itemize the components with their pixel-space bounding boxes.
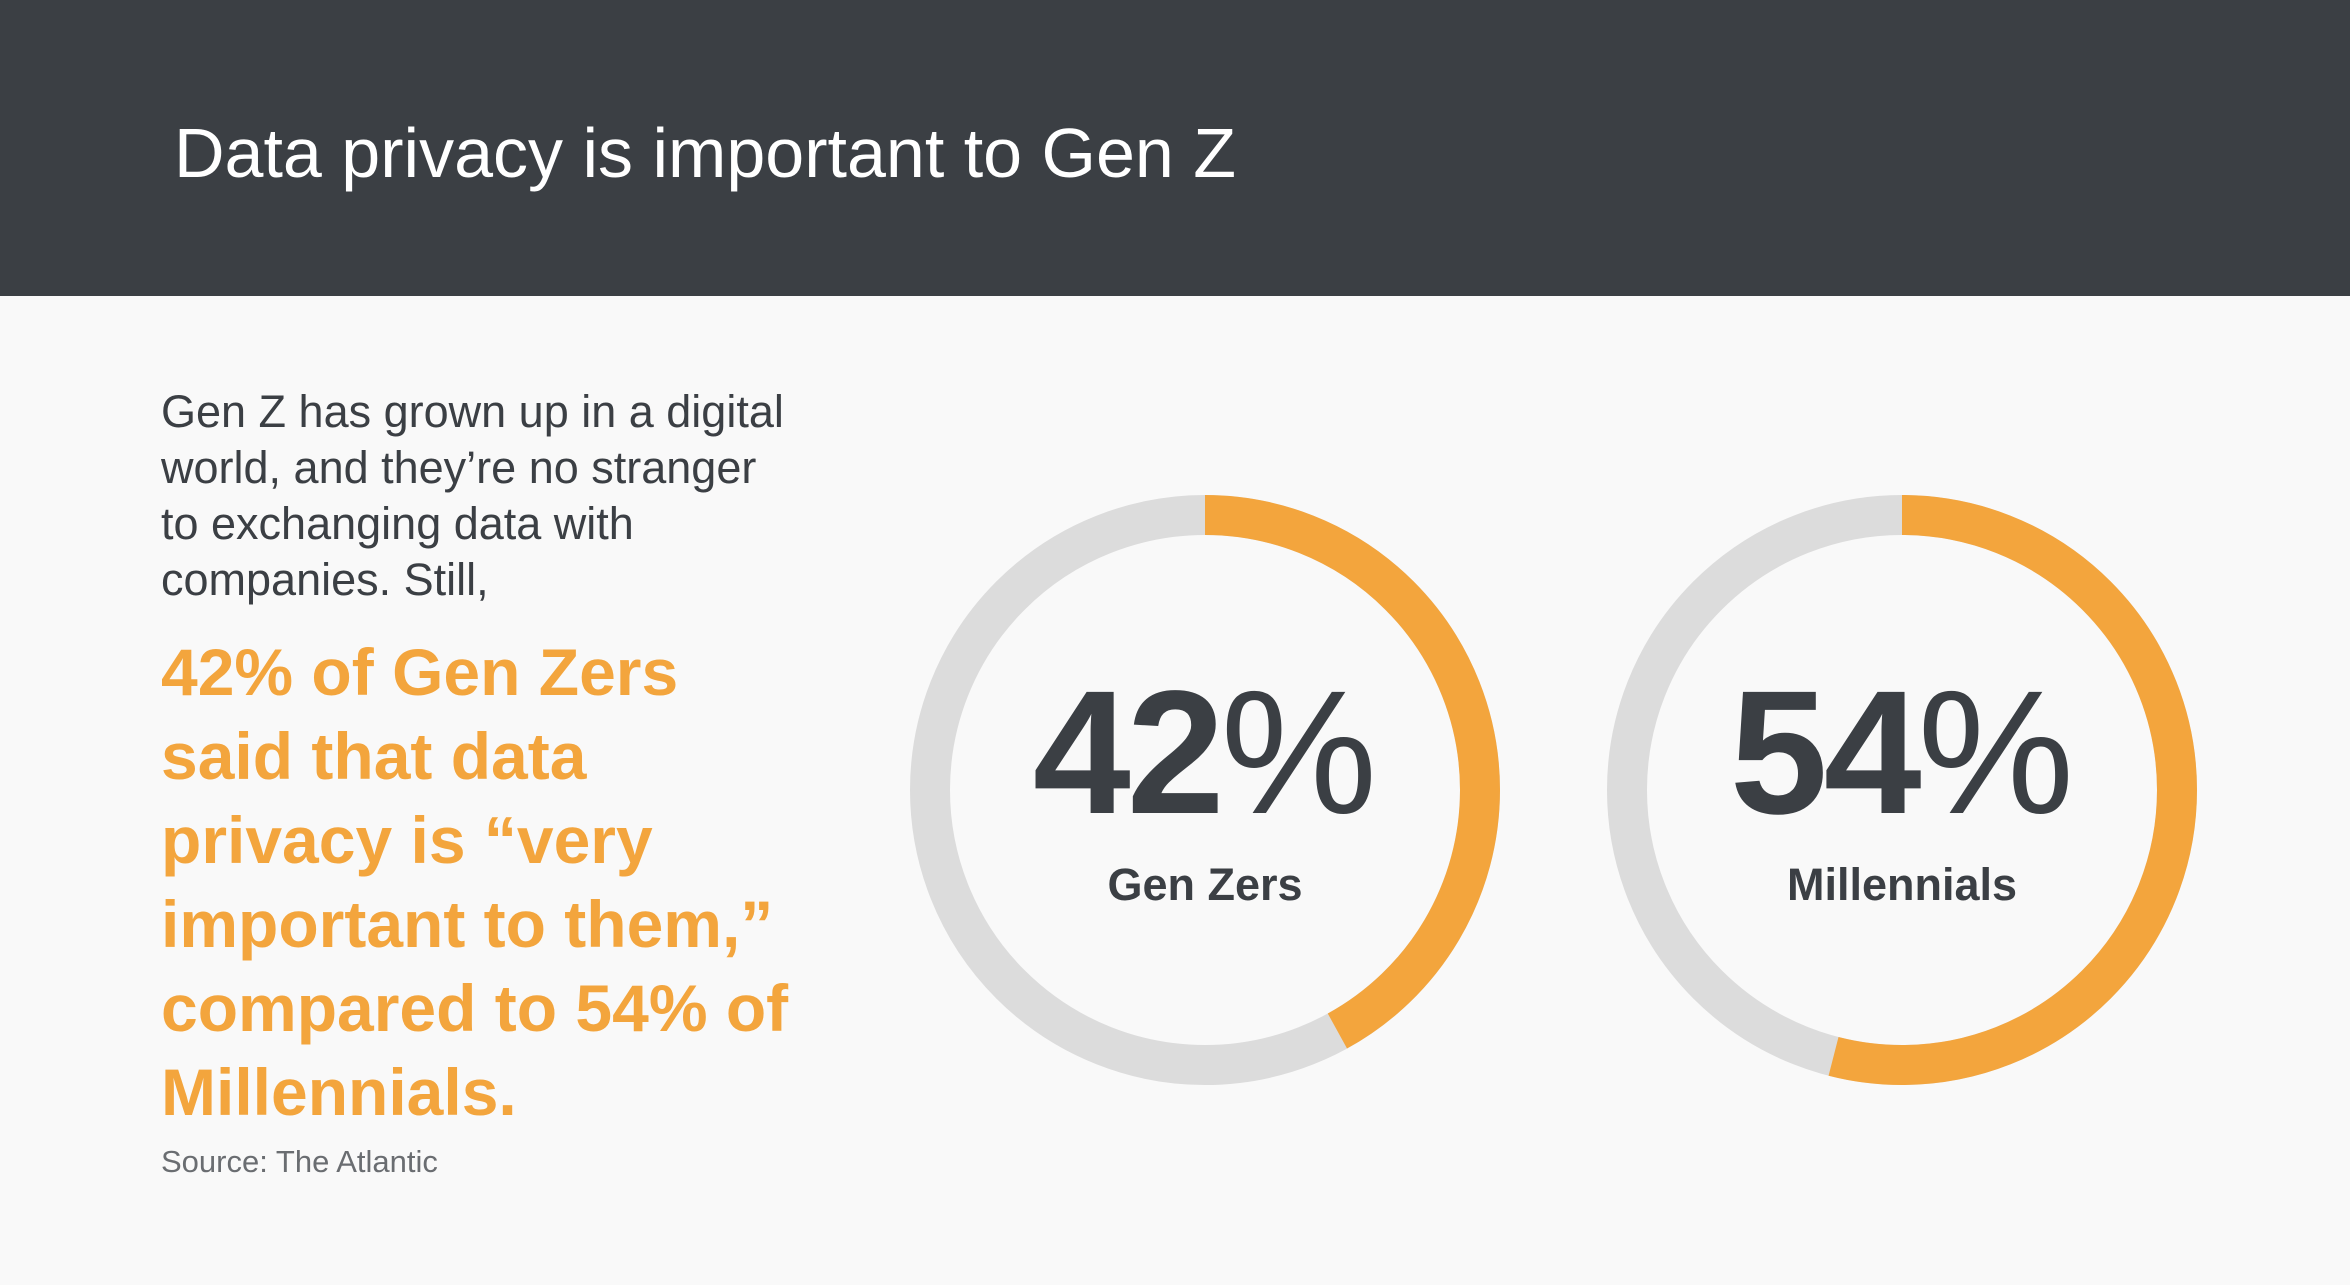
page-title: Data privacy is important to Gen Z	[174, 114, 1237, 192]
donut-chart-millennials: 54% Millennials	[1605, 493, 2199, 1087]
donut-value-unit: %	[1917, 655, 2075, 851]
donut-chart-gen-zers-svg	[910, 495, 1500, 1085]
donut-value-number: 54	[1729, 655, 1922, 851]
donut-value-readout: 54%	[1605, 665, 2199, 889]
donut-value-readout: 42%	[908, 665, 1502, 889]
intro-text: Gen Z has grown up in a digital world, a…	[161, 386, 784, 605]
highlight-statistic-text: 42% of Gen Zers said that data privacy i…	[161, 635, 789, 1129]
donut-chart-gen-zers: 42% Gen Zers	[908, 493, 1502, 1087]
source-citation: Source: The Atlantic	[161, 1144, 438, 1179]
header-banner: Data privacy is important to Gen Z	[0, 0, 2350, 296]
donut-value-arc	[910, 495, 1500, 1085]
donut-chart-millennials-svg	[1607, 495, 2197, 1085]
donut-value-unit: %	[1220, 655, 1378, 851]
donut-category-label: Millennials	[1786, 859, 2018, 910]
donut-category-label: Gen Zers	[1107, 859, 1303, 910]
donut-value-arc	[1607, 495, 2197, 1085]
donut-value-number: 42	[1032, 655, 1225, 851]
